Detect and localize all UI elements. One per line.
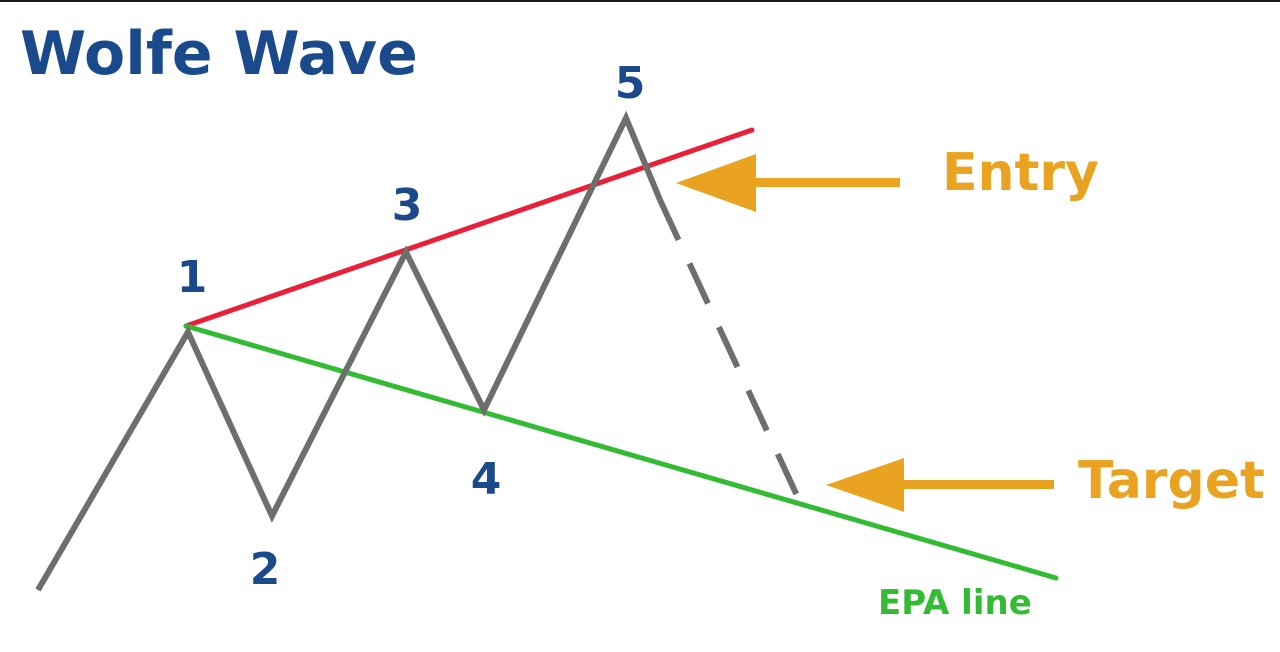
point-label-1: 1 bbox=[177, 252, 208, 303]
epa-line bbox=[183, 323, 1059, 581]
target-arrow-icon bbox=[826, 458, 1054, 512]
point-label-2: 2 bbox=[250, 544, 281, 595]
epa-line-label: EPA line bbox=[878, 583, 1032, 623]
point-label-4: 4 bbox=[471, 454, 502, 505]
diagram-title: Wolfe Wave bbox=[20, 19, 418, 89]
point-label-3: 3 bbox=[392, 180, 423, 231]
projected-path bbox=[657, 198, 803, 504]
entry-arrow-icon bbox=[676, 154, 900, 212]
point-label-5: 5 bbox=[615, 58, 646, 109]
upper-trend-line bbox=[183, 127, 755, 329]
entry-label: Entry bbox=[942, 143, 1099, 203]
top-border bbox=[0, 0, 1280, 2]
price-path bbox=[35, 110, 663, 592]
target-label: Target bbox=[1078, 451, 1265, 511]
